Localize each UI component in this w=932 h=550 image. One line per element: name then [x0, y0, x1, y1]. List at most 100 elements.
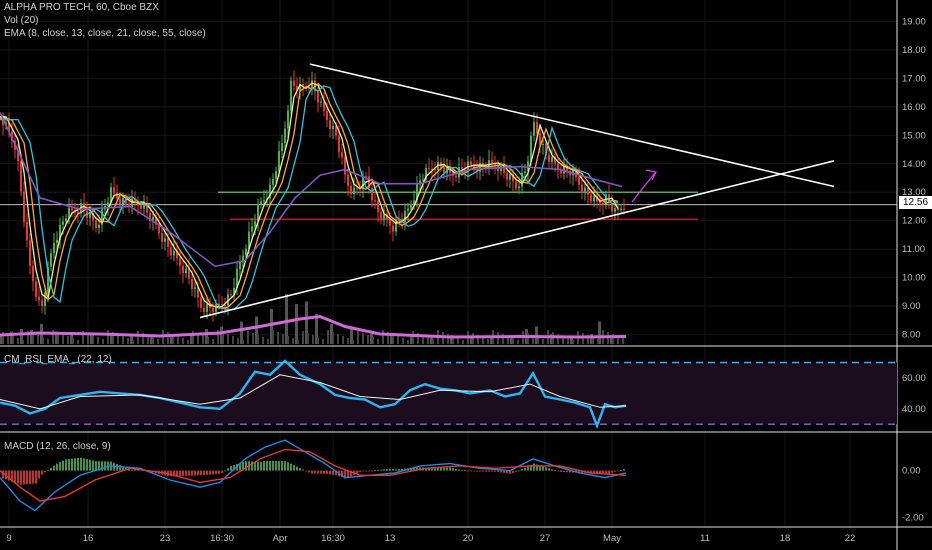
volume-bar	[502, 334, 504, 344]
macd-histogram-bar	[173, 470, 175, 477]
macd-histogram-bar	[434, 467, 436, 471]
macd-histogram-bar	[326, 470, 328, 475]
volume-bar	[0, 334, 3, 344]
macd-histogram-bar	[29, 470, 31, 484]
macd-histogram-bar	[344, 470, 346, 479]
macd-histogram-bar	[461, 469, 463, 471]
price-tick-label: 9.00	[902, 301, 921, 312]
volume-bar	[612, 334, 614, 344]
candle-body	[41, 300, 43, 307]
volume-bar	[17, 338, 19, 344]
candle-body	[269, 184, 271, 199]
legend-rsi: CM_RSI_EMA_ (22, 12)	[4, 354, 112, 365]
volume-bar	[450, 335, 453, 344]
candle-body	[155, 216, 157, 225]
candle-body	[182, 265, 184, 274]
macd-histogram-bar	[254, 461, 256, 471]
macd-histogram-bar	[182, 470, 184, 476]
candle-body	[116, 192, 118, 199]
macd-histogram-bar	[509, 470, 511, 474]
macd-histogram-bar	[524, 467, 526, 471]
volume-bar	[350, 329, 353, 344]
volume-bar	[377, 339, 379, 344]
macd-histogram-bar	[479, 470, 481, 472]
macd-histogram-bar	[314, 470, 316, 474]
macd-histogram-bar	[89, 459, 91, 471]
macd-histogram-bar	[218, 470, 220, 474]
candle-body	[62, 221, 64, 225]
macd-histogram-bar	[176, 470, 178, 477]
volume-ma-line	[0, 314, 627, 339]
volume-bar	[392, 334, 394, 344]
candle-body	[350, 185, 352, 195]
macd-histogram-bar	[224, 470, 226, 472]
volume-bar	[67, 336, 69, 344]
candle-body	[140, 205, 142, 209]
candle-body	[494, 162, 496, 166]
x-tick-label: 16:30	[321, 533, 345, 544]
macd-histogram-bar	[614, 470, 616, 472]
macd-histogram-bar	[281, 461, 283, 471]
ema-21-line	[0, 85, 619, 311]
candle-body	[134, 198, 136, 202]
macd-histogram-bar	[206, 470, 208, 475]
candle-body	[338, 135, 340, 153]
x-tick-label: 16	[83, 533, 94, 544]
rsi-tick-label: 40.00	[902, 404, 926, 415]
macd-panel	[0, 439, 627, 512]
macd-histogram-bar	[104, 461, 106, 471]
candle-body	[521, 172, 523, 187]
candle-body	[26, 221, 28, 241]
candle-body	[425, 168, 427, 180]
candle-body	[419, 180, 421, 185]
macd-histogram-bar	[95, 461, 97, 471]
volume-bar	[527, 333, 529, 344]
volume-bar	[190, 333, 193, 344]
candle-body	[275, 170, 277, 179]
volume-bar	[422, 335, 424, 344]
macd-histogram-bar	[71, 458, 73, 471]
candle-body	[2, 118, 4, 126]
macd-histogram-bar	[545, 467, 547, 471]
volume-bar	[557, 334, 559, 344]
volume-bar	[407, 340, 409, 344]
legend-macd: MACD (12, 26, close, 9)	[4, 441, 111, 452]
macd-histogram-bar	[611, 470, 613, 473]
macd-histogram-bar	[536, 464, 538, 471]
volume-bar	[477, 335, 479, 344]
candle-body	[353, 187, 355, 195]
macd-histogram-bar	[200, 470, 202, 476]
candle-body	[173, 250, 175, 256]
macd-histogram-bar	[482, 470, 484, 472]
volume-bar	[237, 338, 239, 344]
volume-bar	[172, 334, 174, 344]
volume-bar	[222, 332, 224, 344]
macd-histogram-bar	[116, 464, 118, 471]
candle-body	[560, 169, 562, 174]
candle-body	[620, 208, 622, 211]
candle-body	[365, 176, 367, 178]
candle-body	[344, 157, 346, 175]
candle-body	[347, 174, 349, 186]
macd-histogram-bar	[431, 467, 433, 471]
macd-histogram-bar	[560, 470, 562, 473]
volume-bar	[592, 337, 594, 344]
macd-histogram-bar	[425, 467, 427, 471]
macd-histogram-bar	[20, 470, 22, 485]
macd-histogram-bar	[593, 470, 595, 473]
volume-bar	[205, 329, 208, 344]
candle-body	[506, 172, 508, 180]
candle-body	[323, 101, 325, 111]
macd-histogram-bar	[287, 462, 289, 471]
macd-histogram-bar	[65, 459, 67, 471]
macd-histogram-bar	[455, 468, 457, 471]
candle-body	[374, 200, 376, 202]
volume-bar	[52, 330, 54, 344]
macd-histogram-bar	[101, 461, 103, 471]
candle-body	[98, 224, 100, 229]
macd-histogram-bar	[548, 468, 550, 471]
candle-body	[233, 287, 235, 295]
macd-histogram-bar	[551, 469, 553, 471]
volume-bar	[132, 340, 134, 344]
macd-histogram-bar	[620, 469, 622, 471]
